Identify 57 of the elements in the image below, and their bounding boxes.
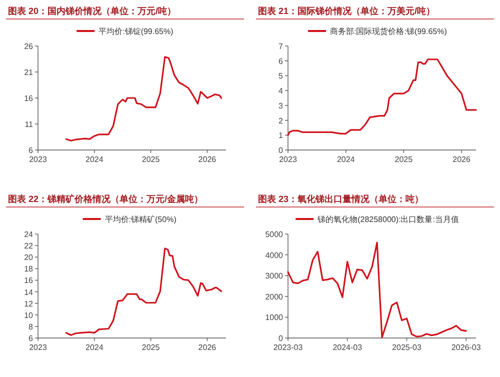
- y-tick-label: 1000: [265, 313, 284, 322]
- x-tick-label: 2026: [198, 343, 217, 352]
- legend-label: 平均价:锑精矿(50%): [104, 215, 177, 224]
- x-tick-label: 2025-03: [392, 343, 422, 352]
- y-tick-label: 2000: [265, 292, 284, 302]
- y-tick-label: 7: [278, 42, 284, 51]
- y-tick-label: 5: [278, 72, 284, 81]
- y-tick-label: 20: [24, 253, 34, 262]
- legend-label: 平均价:锑锭(99.65%): [98, 27, 174, 36]
- y-tick-label: 0: [278, 146, 284, 155]
- x-tick-label: 2026: [452, 155, 471, 164]
- y-tick-label: 16: [24, 94, 34, 103]
- x-tick-label: 2025: [142, 155, 160, 164]
- x-tick-label: 2024-03: [332, 343, 363, 352]
- x-tick-label: 2024: [86, 343, 104, 352]
- x-tick-label: 2024: [86, 155, 104, 164]
- chart-title: 图表 22：锑精矿价格情况（单位：万元/金属吨）: [8, 194, 204, 204]
- x-tick-label: 2023: [29, 343, 48, 352]
- y-tick-label: 16: [24, 276, 34, 286]
- x-tick-label: 2025: [394, 155, 414, 164]
- y-tick-label: 6: [278, 56, 284, 66]
- chart-title: 图表 20：国内锑价情况（单位：万元/吨）: [8, 6, 176, 16]
- y-tick-label: 3000: [265, 272, 284, 281]
- y-tick-label: 4000: [265, 250, 284, 260]
- legend-label: 商务部:国际现货价格:锑(99.65%): [330, 27, 448, 36]
- x-tick-label: 2024: [336, 155, 356, 164]
- y-tick-label: 22: [24, 242, 34, 251]
- y-tick-label: 4: [278, 86, 284, 96]
- chart-title: 图表 23：氧化锑出口量情况（单位：吨）: [258, 194, 424, 204]
- line-series: [65, 56, 222, 142]
- y-tick-label: 12: [24, 299, 34, 308]
- y-tick-label: 6: [28, 334, 34, 343]
- y-tick-label: 11: [24, 120, 34, 129]
- line-series: [287, 242, 467, 338]
- y-tick-label: 14: [24, 288, 34, 297]
- y-tick-label: 8: [28, 322, 34, 332]
- y-tick-label: 6: [28, 146, 34, 155]
- y-tick-label: 18: [24, 264, 34, 274]
- x-tick-label: 2023: [29, 155, 48, 164]
- line-series: [65, 248, 222, 336]
- chart-title: 图表 21：国际锑价情况（单位：万美元/吨）: [258, 6, 436, 16]
- y-tick-label: 10: [24, 310, 34, 320]
- x-tick-label: 2023-03: [273, 343, 304, 352]
- y-tick-label: 3: [278, 101, 284, 110]
- y-tick-label: 5000: [265, 230, 284, 239]
- y-tick-label: 21: [24, 68, 34, 77]
- y-tick-label: 0: [278, 334, 284, 343]
- x-tick-label: 2025: [142, 343, 160, 352]
- y-tick-label: 26: [24, 42, 34, 51]
- legend-label: 锑的氧化物(28258000):出口数量:当月值: [316, 215, 459, 224]
- line-series: [287, 58, 477, 136]
- x-tick-label: 2026-03: [451, 343, 482, 352]
- y-tick-label: 1: [278, 131, 284, 140]
- x-tick-label: 2026: [198, 155, 217, 164]
- y-tick-label: 2: [278, 116, 284, 126]
- y-tick-label: 24: [24, 230, 34, 239]
- x-tick-label: 2023: [279, 155, 298, 164]
